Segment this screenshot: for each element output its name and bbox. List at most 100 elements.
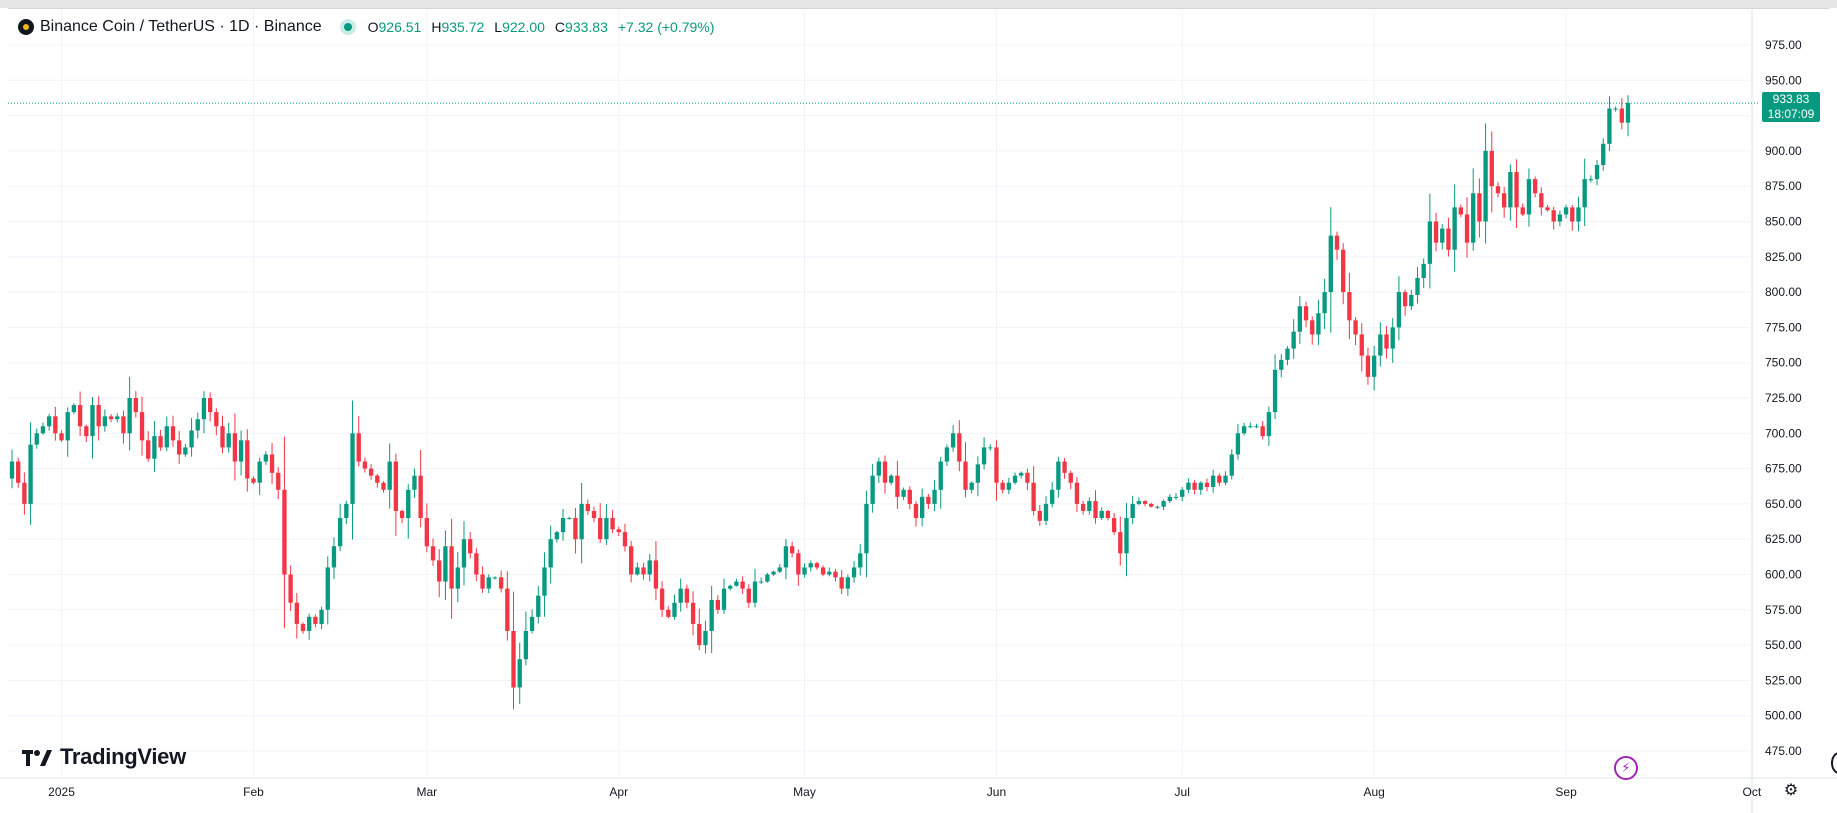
candle-body [827,571,832,575]
candle-body [591,510,597,519]
y-tick-label: 825.00 [1765,250,1802,264]
candle [158,429,163,451]
candle [628,540,634,583]
candle [381,481,386,493]
candle-body [851,567,857,578]
candle-body [362,461,368,469]
symbol-title[interactable]: Binance Coin / TetherUS · 1D · Binance [40,18,322,35]
candle-body [1551,210,1556,222]
y-tick-label: 850.00 [1765,215,1802,229]
candle [777,564,782,574]
candle [1532,176,1538,198]
market-status-icon[interactable] [339,19,356,35]
candle-body [1539,193,1544,208]
candle [40,422,46,435]
lightning-icon[interactable]: ⚡ [1614,756,1638,780]
candle-body [728,585,733,589]
candle [950,425,956,452]
candle [721,578,727,614]
candle [486,574,491,594]
candle-body [164,426,169,448]
tradingview-logo[interactable]: TradingView [22,744,186,770]
candle-body [282,489,287,575]
candle-body [746,588,751,603]
candle-body [882,461,888,483]
y-tick-label: 625.00 [1765,532,1802,546]
candle-body [350,433,355,504]
candle [1378,322,1383,367]
candle [1594,159,1600,186]
candle [1495,182,1501,198]
candle [1613,106,1618,112]
candle [1526,168,1532,227]
candle-body [678,588,683,603]
candle-body [313,616,318,624]
candle [214,408,219,436]
candle [1223,471,1228,486]
candle-body [474,553,479,575]
candle [337,503,343,552]
candle [759,577,764,584]
y-tick-label: 750.00 [1765,356,1802,370]
candle [1291,319,1296,359]
candle-body [399,510,405,519]
candle [430,538,436,566]
candle [1334,231,1340,260]
y-tick-label: 500.00 [1765,709,1802,723]
candle-body [183,447,188,455]
candle-body [808,563,813,568]
candle-body [1210,475,1216,487]
candle [1433,212,1439,252]
candle-body [1241,426,1247,434]
candle [1136,497,1142,506]
candle-body [1402,292,1408,307]
candle-body [981,447,987,465]
candle [1019,471,1024,479]
candle-body [418,475,423,519]
candle-body [1341,249,1346,293]
candle [1254,423,1259,429]
candle-body [709,599,714,631]
candle [28,422,33,525]
candle-body [1421,263,1426,278]
candle [610,509,615,534]
candle [1210,469,1216,493]
candle-body [1489,150,1494,187]
candle-body [1217,475,1222,483]
candle-body [740,581,745,589]
candle [1353,317,1358,346]
candle-body [96,405,101,427]
candle [517,642,522,705]
candle-body [529,616,535,631]
candle-body [789,546,795,554]
candle-body [889,475,894,483]
candle-body [294,602,299,624]
candle-body [1396,292,1402,328]
candle-body [1433,221,1439,243]
candle [468,532,473,559]
y-tick-label: 875.00 [1765,179,1802,193]
candle [226,422,231,453]
candle-body [1161,501,1166,507]
candle-body [1471,193,1476,243]
chart-legend: Binance Coin / TetherUS · 1D · Binance O… [18,17,714,37]
candle-body [777,567,782,572]
candle [1043,496,1049,526]
candle-body [901,489,906,497]
candle [319,606,324,630]
candle-body [115,416,120,420]
gear-icon[interactable]: ⚙ [1783,782,1799,799]
candle [164,416,169,452]
candle-body [1124,518,1129,554]
candle-body [375,475,380,483]
candle [697,608,702,651]
candle-body [77,405,83,427]
candle [1471,168,1476,251]
coin-icon[interactable] [18,19,34,35]
candle-body [1464,214,1470,243]
candle [1285,346,1290,366]
candle-body [845,577,851,589]
candle-body [715,599,721,610]
x-tick-label: Jun [987,785,1006,799]
